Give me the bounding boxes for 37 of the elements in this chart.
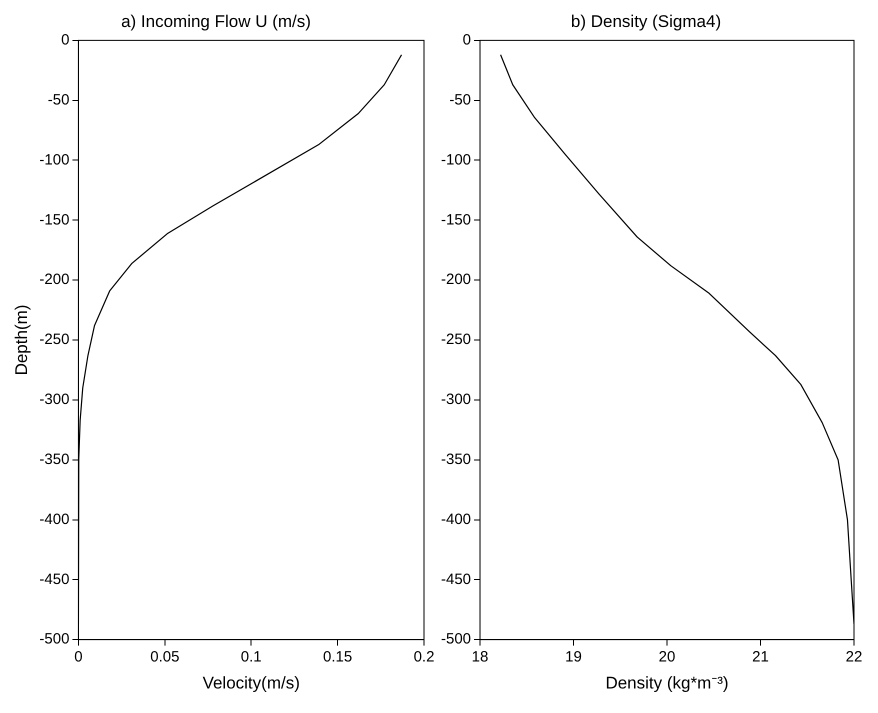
y-tick-label: -400 bbox=[440, 510, 472, 528]
y-tick-label: -200 bbox=[39, 271, 70, 288]
x-tick-label: 0 bbox=[74, 648, 83, 666]
x-tick-label: 0.1 bbox=[240, 648, 262, 666]
y-tick-label: -100 bbox=[39, 151, 70, 168]
y-tick-label: -50 bbox=[48, 91, 70, 108]
y-tick-label: 0 bbox=[462, 32, 472, 49]
x-axis-title: Velocity(m/s) bbox=[202, 673, 300, 692]
x-tick-label: 0.05 bbox=[150, 648, 180, 666]
y-tick-label: 0 bbox=[61, 32, 70, 49]
x-tick-label: 21 bbox=[752, 648, 769, 666]
y-tick-label: -350 bbox=[440, 450, 472, 468]
y-tick-label: -250 bbox=[440, 331, 472, 348]
y-tick-label: -300 bbox=[39, 391, 70, 408]
x-tick-label: 20 bbox=[658, 648, 676, 666]
x-tick-label: 19 bbox=[565, 648, 582, 666]
y-tick-label: -500 bbox=[39, 630, 70, 648]
x-tick-label: 0.15 bbox=[323, 648, 352, 666]
chart-title: b) Density (Sigma4) bbox=[570, 12, 722, 31]
y-tick-label: -50 bbox=[449, 91, 472, 108]
x-tick-label: 18 bbox=[472, 648, 488, 666]
y-tick-label: -500 bbox=[440, 630, 472, 648]
y-tick-label: -400 bbox=[39, 510, 70, 528]
x-tick-label: 22 bbox=[846, 648, 862, 666]
y-axis-title: Depth(m) bbox=[12, 304, 31, 376]
y-tick-label: -150 bbox=[39, 211, 70, 228]
y-tick-label: -100 bbox=[440, 151, 472, 168]
y-tick-label: -450 bbox=[440, 570, 472, 588]
y-tick-label: -150 bbox=[440, 211, 472, 228]
y-tick-label: -200 bbox=[440, 271, 472, 288]
y-tick-label: -350 bbox=[39, 450, 70, 468]
y-tick-label: -250 bbox=[39, 331, 70, 348]
x-axis-title: Density (kg*m⁻³) bbox=[605, 673, 729, 692]
y-tick-label: -300 bbox=[440, 391, 472, 408]
chart-title: a) Incoming Flow U (m/s) bbox=[121, 12, 311, 31]
x-tick-label: 0.2 bbox=[414, 648, 434, 666]
y-tick-label: -450 bbox=[39, 570, 70, 588]
